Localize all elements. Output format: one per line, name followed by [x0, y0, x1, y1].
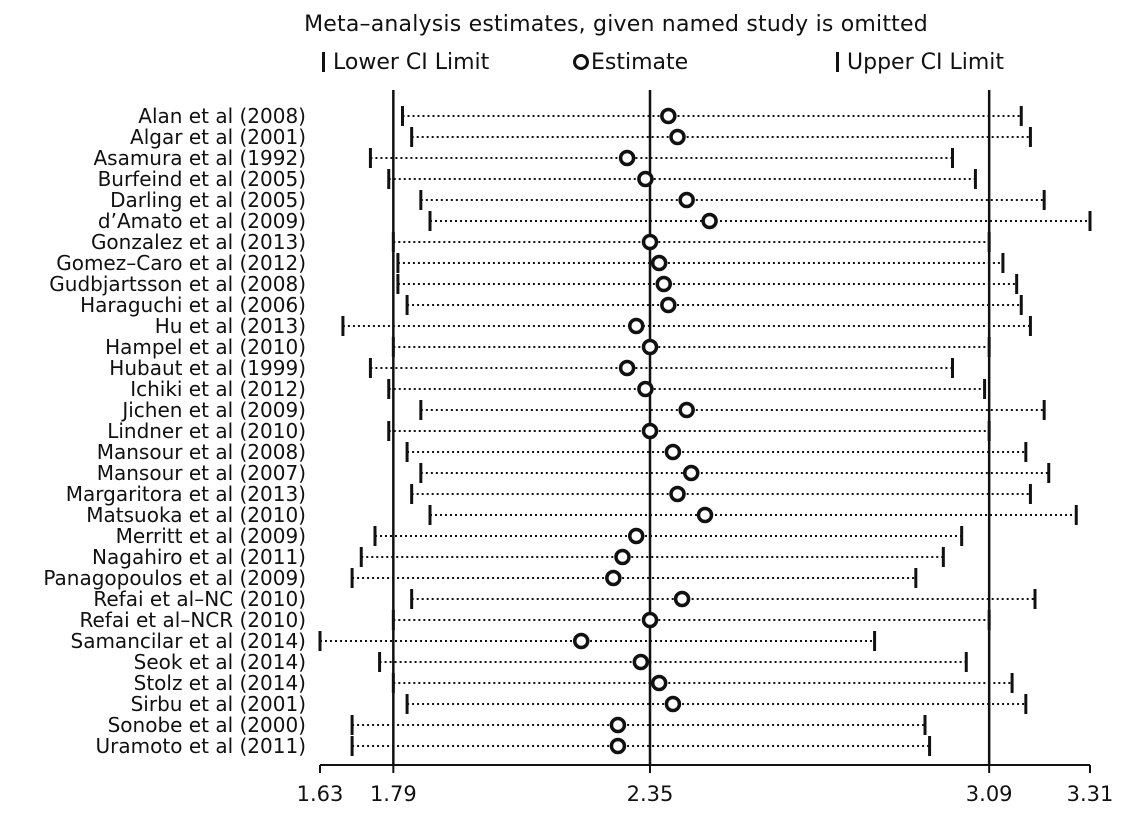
study-label-20: Merritt et al (2009): [116, 524, 306, 548]
study-label-3: Burfeind et al (2005): [98, 167, 306, 191]
estimate-point-30: [609, 737, 627, 755]
study-label-16: Mansour et al (2008): [97, 440, 306, 464]
x-tick-label-1: 1.79: [370, 782, 417, 806]
estimate-point-19: [696, 506, 714, 524]
estimate-point-23: [673, 590, 691, 608]
x-tick-label-3: 3.09: [966, 782, 1013, 806]
study-label-6: Gonzalez et al (2013): [91, 230, 306, 254]
estimate-point-18: [669, 485, 686, 503]
estimate-point-15: [641, 422, 659, 440]
study-label-29: Sonobe et al (2000): [108, 713, 306, 737]
study-label-21: Nagahiro et al (2011): [92, 545, 306, 569]
study-label-17: Mansour et al (2007): [97, 461, 306, 485]
chart-title: Meta–analysis estimates, given named stu…: [304, 12, 928, 37]
study-label-4: Darling et al (2005): [110, 188, 306, 212]
upper-ci-marker-icon: [836, 52, 839, 72]
legend-upper-ci-label: Upper CI Limit: [847, 50, 1004, 75]
legend-lower-ci: Lower CI Limit: [322, 50, 489, 75]
estimate-point-16: [664, 443, 682, 461]
study-label-23: Refai et al–NC (2010): [93, 587, 306, 611]
study-label-15: Lindner et al (2010): [107, 419, 306, 443]
estimate-point-7: [650, 254, 668, 272]
study-label-2: Asamura et al (1992): [93, 146, 306, 170]
estimate-point-11: [641, 338, 659, 356]
estimate-point-6: [641, 233, 659, 251]
study-label-5: d’Amato et al (2009): [98, 209, 306, 233]
estimate-point-26: [632, 653, 650, 671]
legend-estimate: Estimate: [573, 50, 688, 75]
estimate-point-29: [609, 716, 627, 734]
study-label-25: Samancilar et al (2014): [71, 629, 307, 653]
study-label-8: Gudbjartsson et al (2008): [49, 272, 306, 296]
estimate-point-24: [641, 611, 659, 629]
estimate-point-10: [628, 317, 645, 335]
study-label-7: Gomez–Caro et al (2012): [56, 251, 306, 275]
study-label-30: Uramoto et al (2011): [96, 734, 306, 758]
estimate-point-4: [678, 191, 695, 209]
lower-ci-marker-icon: [322, 52, 325, 72]
study-label-18: Margaritora et al (2013): [66, 482, 306, 506]
estimate-point-0: [660, 107, 677, 125]
estimate-point-2: [618, 149, 636, 167]
estimate-point-8: [655, 275, 672, 293]
estimate-point-3: [637, 170, 654, 188]
study-label-0: Alan et al (2008): [138, 104, 306, 128]
study-label-19: Matsuoka et al (2010): [86, 503, 306, 527]
estimate-point-5: [701, 212, 718, 230]
study-label-12: Hubaut et al (1999): [109, 356, 306, 380]
estimate-point-22: [605, 569, 622, 587]
estimate-point-1: [669, 128, 686, 146]
estimate-point-17: [683, 464, 700, 482]
estimate-point-21: [614, 548, 631, 566]
study-label-13: Ichiki et al (2012): [130, 377, 306, 401]
estimate-point-28: [664, 695, 682, 713]
x-tick-label-4: 3.31: [1067, 782, 1114, 806]
study-label-1: Algar et al (2001): [130, 125, 306, 149]
study-label-11: Hampel et al (2010): [105, 335, 306, 359]
estimate-point-25: [573, 632, 590, 650]
study-label-22: Panagopoulos et al (2009): [43, 566, 306, 590]
estimate-point-12: [618, 359, 636, 377]
study-label-27: Stolz et al (2014): [134, 671, 306, 695]
legend-estimate-label: Estimate: [591, 50, 689, 75]
study-label-14: Jichen et al (2009): [120, 398, 306, 422]
estimate-point-9: [660, 296, 677, 314]
study-label-10: Hu et al (2013): [155, 314, 306, 338]
study-label-9: Haraguchi et al (2006): [80, 293, 306, 317]
x-tick-label-2: 2.35: [627, 782, 674, 806]
study-label-24: Refai et al–NCR (2010): [79, 608, 306, 632]
study-label-26: Seok et al (2014): [134, 650, 306, 674]
estimate-point-14: [678, 401, 695, 419]
estimate-marker-icon: [573, 54, 589, 70]
study-label-28: Sirbu et al (2001): [131, 692, 306, 716]
estimate-point-20: [628, 527, 645, 545]
estimate-point-27: [650, 674, 668, 692]
legend-lower-ci-label: Lower CI Limit: [333, 50, 490, 75]
legend-upper-ci: Upper CI Limit: [836, 50, 1004, 75]
x-tick-label-0: 1.63: [297, 782, 344, 806]
estimate-point-13: [637, 380, 654, 398]
